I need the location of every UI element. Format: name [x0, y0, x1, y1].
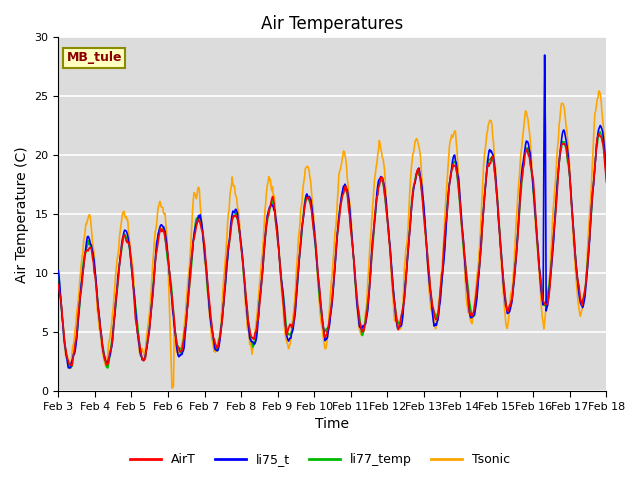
Legend: AirT, li75_t, li77_temp, Tsonic: AirT, li75_t, li77_temp, Tsonic — [125, 448, 515, 471]
Tsonic — [168, 385, 176, 391]
li75_t — [206, 313, 214, 319]
li75_t — [416, 169, 424, 175]
li77_temp — [122, 233, 129, 239]
li77_temp — [400, 300, 408, 306]
li75_t — [400, 302, 408, 308]
li77_temp — [177, 350, 185, 356]
AirT — [416, 173, 424, 179]
AirT — [65, 358, 72, 363]
AirT — [206, 304, 214, 310]
li77_temp — [416, 172, 424, 178]
Tsonic — [416, 148, 424, 154]
li77_temp — [65, 362, 72, 368]
Text: MB_tule: MB_tule — [67, 51, 122, 64]
li75_t — [122, 228, 129, 233]
Tsonic — [121, 213, 129, 218]
li77_temp — [602, 170, 610, 176]
li77_temp — [54, 271, 62, 276]
li77_temp — [206, 309, 214, 314]
Line: Tsonic: Tsonic — [58, 91, 606, 388]
Line: li77_temp: li77_temp — [58, 132, 606, 368]
li75_t — [177, 352, 185, 358]
Tsonic — [400, 284, 408, 289]
Line: li75_t: li75_t — [58, 55, 606, 368]
li77_temp — [66, 365, 74, 371]
Tsonic — [602, 168, 610, 173]
Tsonic — [65, 360, 72, 366]
Tsonic — [54, 279, 62, 285]
li75_t — [541, 52, 548, 58]
li75_t — [65, 365, 72, 371]
AirT — [400, 301, 408, 307]
Tsonic — [206, 317, 214, 323]
AirT — [54, 282, 62, 288]
AirT — [602, 179, 610, 185]
li75_t — [54, 268, 62, 274]
li77_temp — [596, 129, 604, 134]
Tsonic — [595, 88, 603, 94]
AirT — [67, 362, 75, 368]
AirT — [122, 235, 129, 240]
Line: AirT: AirT — [58, 134, 606, 365]
Title: Air Temperatures: Air Temperatures — [261, 15, 403, 33]
AirT — [595, 131, 603, 137]
li75_t — [602, 175, 610, 180]
AirT — [177, 348, 185, 354]
li75_t — [65, 365, 73, 371]
Tsonic — [177, 346, 185, 352]
X-axis label: Time: Time — [316, 418, 349, 432]
Y-axis label: Air Temperature (C): Air Temperature (C) — [15, 146, 29, 283]
